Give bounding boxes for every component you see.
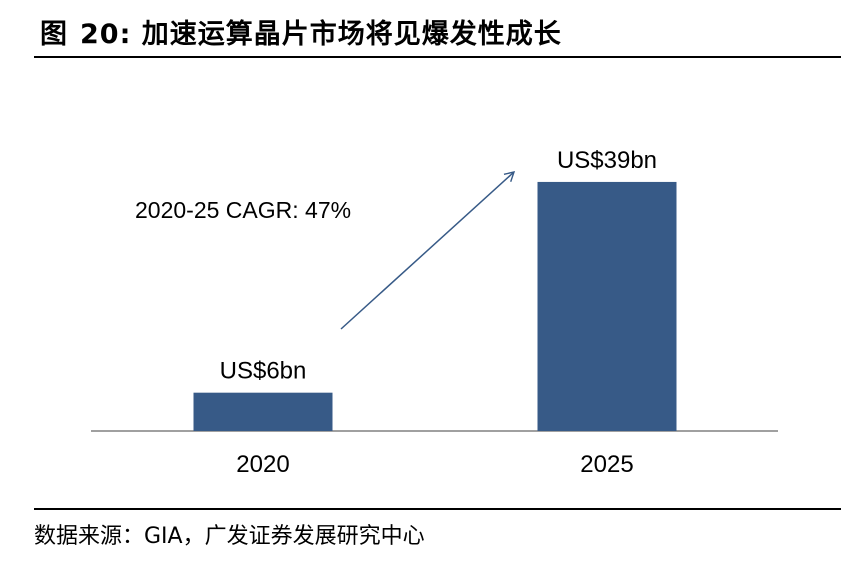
figure-number: 20: [80,19,132,50]
data-label-2025: US$39bn [557,147,657,174]
bar-2020 [193,392,333,431]
growth-arrow [340,171,516,330]
figure-label: 图 [40,19,68,50]
source-note: 数据来源：GIA，广发证券发展研究中心 [34,524,425,549]
x-tick-label-2025: 2025 [580,451,633,478]
x-tick-label-2020: 2020 [236,451,289,478]
top-rule [34,56,841,58]
cagr-annotation: 2020-25 CAGR: 47% [135,197,351,223]
chart-title: 加速运算晶片市场将见爆发性成长 [141,19,562,50]
bottom-rule [34,508,841,510]
bar-2025 [537,181,677,431]
figure-title: 图 20: 加速运算晶片市场将见爆发性成长 [40,12,562,51]
data-label-2020: US$6bn [220,358,307,385]
